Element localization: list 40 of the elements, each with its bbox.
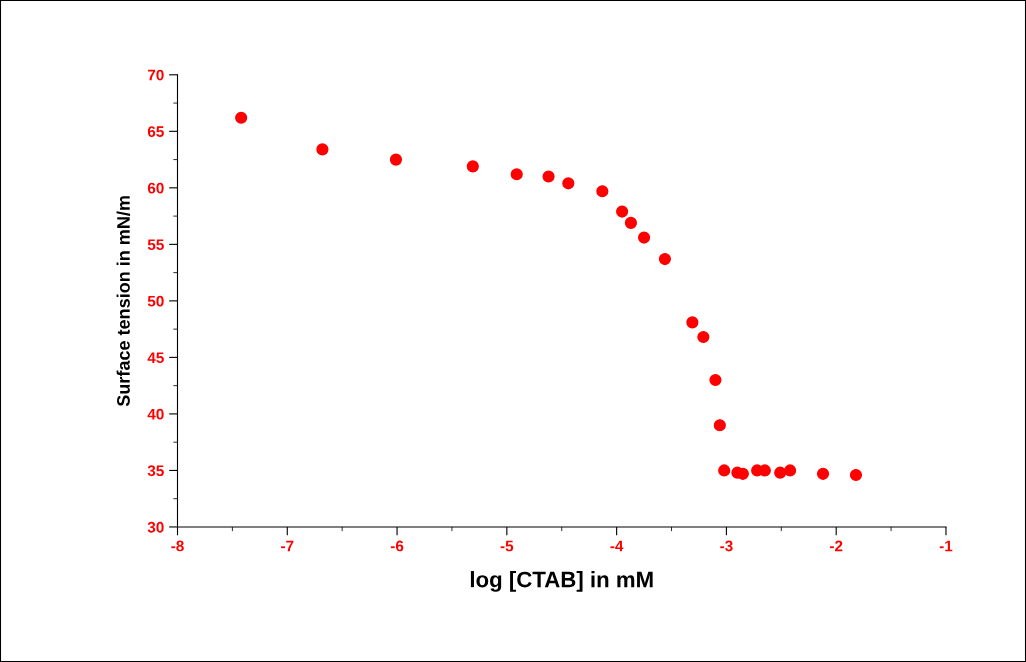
y-tick-label: 35 <box>147 465 164 477</box>
point <box>784 464 797 477</box>
x-tick-label: -8 <box>171 540 184 552</box>
y-tick-label: 40 <box>147 408 164 420</box>
y-tick-label: 65 <box>147 126 164 138</box>
y-axis-title: Surface tension in mN/m <box>116 196 131 407</box>
point <box>624 216 637 229</box>
point <box>616 205 629 218</box>
point <box>816 467 830 480</box>
point <box>718 464 731 477</box>
point <box>849 468 863 482</box>
x-tick-label: -4 <box>610 540 624 552</box>
x-tick-label: -1 <box>939 540 953 552</box>
y-tick-label: 45 <box>147 352 164 364</box>
x-tick-label: -2 <box>830 540 843 552</box>
point <box>235 111 248 124</box>
y-tick-label: 60 <box>147 182 164 194</box>
point <box>697 330 710 344</box>
point <box>686 316 699 329</box>
point <box>510 168 523 181</box>
point <box>637 231 651 244</box>
point <box>709 373 722 387</box>
point <box>774 466 787 479</box>
y-tick-label: 30 <box>147 521 164 533</box>
point <box>713 419 726 432</box>
point <box>658 252 672 266</box>
x-tick-label: -7 <box>281 540 294 552</box>
point <box>389 153 403 166</box>
y-tick-label: 70 <box>147 69 164 81</box>
x-tick-label: -3 <box>720 540 733 552</box>
point <box>596 185 609 198</box>
x-axis-title: log [CTAB] in mM <box>470 571 653 592</box>
point <box>466 160 479 173</box>
point <box>542 170 555 183</box>
y-tick-label: 50 <box>147 295 164 307</box>
point <box>316 143 329 156</box>
x-tick-label: -6 <box>390 540 404 552</box>
y-tick-label: 55 <box>147 239 164 251</box>
point <box>562 177 575 190</box>
x-tick-label: -5 <box>500 540 514 552</box>
